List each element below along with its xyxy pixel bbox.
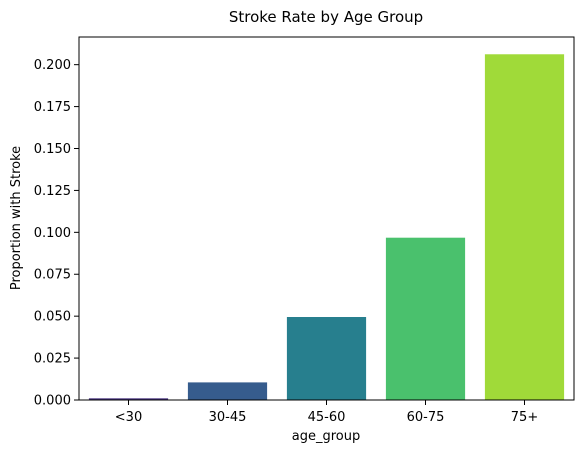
bar-2 xyxy=(286,317,367,400)
chart-title: Stroke Rate by Age Group xyxy=(229,8,423,26)
y-tick-label-8: 0.200 xyxy=(34,58,71,73)
y-tick-label-7: 0.175 xyxy=(34,100,71,115)
y-tick-label-5: 0.125 xyxy=(34,184,71,199)
x-tick-label-1: 30-45 xyxy=(209,410,247,425)
y-tick-label-4: 0.100 xyxy=(34,226,71,241)
x-tick-label-4: 75+ xyxy=(511,410,538,425)
y-tick-label-3: 0.075 xyxy=(34,268,71,283)
y-axis-label: Proportion with Stroke xyxy=(9,146,24,290)
bars-group xyxy=(88,54,565,400)
plot-frame xyxy=(78,36,575,401)
x-axis-label: age_group xyxy=(292,429,360,444)
y-tick-label-2: 0.050 xyxy=(34,310,71,325)
y-tick-label-0: 0.000 xyxy=(34,394,71,409)
bar-4 xyxy=(484,54,565,400)
x-tick-label-3: 60-75 xyxy=(407,410,445,425)
x-axis: <30 30-45 45-60 60-75 75+ xyxy=(115,400,538,425)
x-tick-label-0: <30 xyxy=(115,410,142,425)
y-tick-label-6: 0.150 xyxy=(34,142,71,157)
bar-3 xyxy=(385,237,466,400)
y-axis: 0.000 0.025 0.050 0.075 0.100 0.125 0.150 0.175… xyxy=(34,58,79,409)
bar-1 xyxy=(187,382,268,400)
bar-0 xyxy=(88,398,169,400)
x-tick-label-2: 45-60 xyxy=(308,410,346,425)
y-tick-label-1: 0.025 xyxy=(34,352,71,367)
